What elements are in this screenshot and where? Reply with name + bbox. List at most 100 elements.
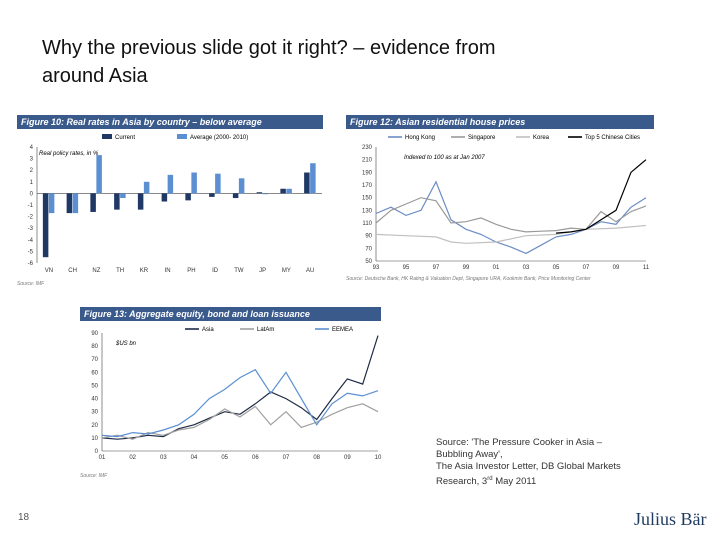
figure-12-chart: Hong Kong Singapore Korea Top 5 Chinese Cit… (362, 135, 650, 271)
x-tick-label: 10 (375, 455, 382, 461)
figure-12-source: Source: Deutsche Bank, HK Rating & Valua… (346, 276, 591, 282)
y-tick-label: -2 (28, 215, 34, 221)
x-tick-label: 93 (373, 265, 380, 271)
bar-vn-current (42, 193, 49, 258)
y-tick-label: -6 (28, 261, 34, 267)
source-line-1: Source: 'The Pressure Cooker in Asia – (436, 437, 603, 448)
x-tick-label: 97 (433, 265, 440, 271)
legend-swatch-current (102, 134, 112, 139)
y-tick-label: -4 (28, 238, 34, 244)
y-tick-label: 230 (362, 145, 373, 151)
y-tick-label: 0 (30, 191, 34, 197)
y-tick-label: 50 (91, 383, 98, 389)
x-tick-label: 01 (99, 455, 106, 461)
x-tick-label: IN (165, 268, 171, 274)
bar-ch-average (72, 193, 79, 214)
x-tick-label: 03 (160, 455, 167, 461)
figure-12-panel: Figure 12: Asian residential house price… (346, 115, 658, 285)
legend-swatch-average (177, 134, 187, 139)
x-tick-label: 06 (252, 455, 259, 461)
y-tick-label: 2 (30, 168, 34, 174)
bar-ph-average (191, 172, 197, 194)
source-line-4-a: Research, 3 (436, 476, 488, 488)
bar-ch-current (66, 193, 73, 214)
y-tick-label: -1 (28, 203, 34, 209)
source-line-4-sup: rd (487, 476, 493, 482)
bar-th-average (120, 193, 126, 199)
y-tick-label: 110 (362, 221, 372, 227)
bar-my-average (286, 188, 292, 194)
bar-nz-current (90, 193, 96, 212)
y-tick-label: -3 (28, 226, 34, 232)
y-tick-label: 40 (91, 397, 98, 403)
x-tick-label: JP (259, 268, 266, 274)
x-tick-label: 07 (283, 455, 290, 461)
figure-10-title: Figure 10: Real rates in Asia by country… (17, 115, 323, 129)
x-tick-label: 95 (403, 265, 410, 271)
x-tick-label: TW (234, 268, 244, 274)
series-line-singapore (375, 197, 647, 233)
series-line-korea (375, 224, 647, 244)
bar-vn-average (48, 193, 55, 214)
y-tick-label: 170 (362, 183, 373, 189)
y-tick-label: -5 (28, 249, 34, 255)
x-tick-label: 99 (463, 265, 470, 271)
y-tick-label: 4 (30, 145, 34, 151)
slide-title-line-1: Why the previous slide got it right? – e… (42, 37, 496, 59)
bar-kr-current (137, 193, 144, 210)
x-tick-label: CH (68, 268, 77, 274)
figure-12-annotation: Indexed to 100 as at Jan 2007 (404, 155, 485, 161)
x-tick-label: MY (282, 268, 291, 274)
bar-au-current (304, 172, 310, 194)
bar-jp-average (262, 193, 269, 195)
x-tick-label: 01 (493, 265, 500, 271)
figure-10-chart: Current Average (2000- 2010) Real policy r… (28, 134, 322, 274)
x-tick-label: 07 (583, 265, 590, 271)
source-line-3: The Asia Investor Letter, DB Global Mark… (436, 461, 621, 472)
x-tick-label: 11 (643, 265, 650, 271)
x-tick-label: NZ (92, 268, 100, 274)
figure-13-panel: Figure 13: Aggregate equity, bond and lo… (80, 307, 385, 482)
bar-jp-current (256, 192, 263, 194)
x-tick-label: KR (140, 268, 149, 274)
x-tick-label: 08 (313, 455, 320, 461)
figure-13-chart: Asia LatAm EEMEA 90 80 70 60 50 40 30 20 10 0 $US bn 0… (91, 327, 382, 461)
legend-label-hong-kong: Hong Kong (405, 135, 435, 141)
legend-label-eemea: EEMEA (332, 327, 353, 333)
x-tick-label: 05 (553, 265, 560, 271)
x-tick-label: 04 (191, 455, 198, 461)
x-tick-label: 09 (344, 455, 351, 461)
slide-title-line-2: around Asia (42, 65, 148, 87)
y-tick-label: 1 (30, 180, 34, 186)
figure-10-annotation: Real policy rates, in % (39, 151, 99, 157)
legend-label-average: Average (2000- 2010) (190, 135, 248, 141)
x-tick-label: 05 (221, 455, 228, 461)
bar-id-current (209, 193, 215, 197)
bar-th-current (114, 193, 120, 210)
y-tick-label: 70 (365, 246, 372, 252)
x-tick-label: AU (306, 268, 314, 274)
y-tick-label: 70 (91, 357, 98, 363)
bar-tw-current (232, 193, 239, 199)
series-line-top-5-chinese-cities (555, 159, 647, 234)
bar-id-average (215, 173, 221, 194)
series-line-latam (101, 403, 379, 440)
figure-13-title: Figure 13: Aggregate equity, bond and lo… (80, 307, 381, 321)
y-tick-label: 20 (91, 423, 98, 429)
figure-12-title: Figure 12: Asian residential house price… (346, 115, 654, 129)
figure-13-source: Source: IMF (80, 473, 108, 479)
x-tick-label: 02 (129, 455, 136, 461)
x-tick-label: VN (45, 268, 53, 274)
figure-13-annotation: $US bn (115, 341, 137, 347)
source-citation: Source: 'The Pressure Cooker in Asia – B… (436, 437, 646, 488)
series-line-asia (101, 335, 379, 440)
source-line-4-b: May 2011 (492, 476, 537, 488)
source-line-2: Bubbling Away', (436, 449, 503, 460)
y-tick-label: 130 (362, 208, 373, 214)
bar-my-current (280, 188, 286, 194)
bar-kr-average (143, 181, 150, 194)
bar-in-average (167, 174, 174, 194)
y-tick-label: 80 (91, 344, 98, 350)
legend-label-current: Current (115, 135, 135, 141)
legend-label-latam: LatAm (257, 327, 274, 333)
